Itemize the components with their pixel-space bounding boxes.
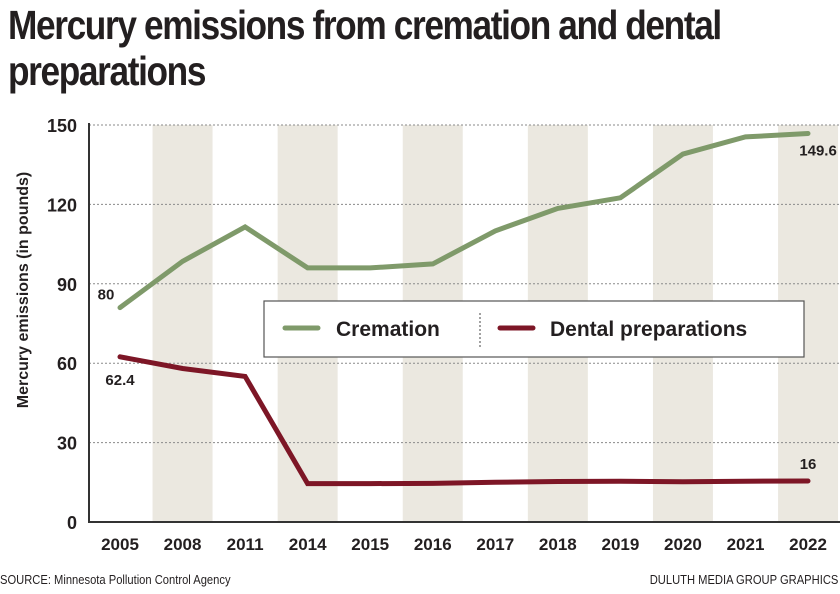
data-label: 149.6 (799, 142, 837, 159)
series-line-dental-preparations (117, 354, 811, 487)
legend-label-cremation: Cremation (336, 318, 440, 341)
data-label: 62.4 (105, 372, 135, 389)
legend-label-dental: Dental preparations (550, 318, 747, 341)
y-tick-label: 60 (57, 354, 77, 374)
x-tick-label: 2018 (539, 535, 577, 554)
credit-note: DULUTH MEDIA GROUP GRAPHICS (649, 572, 838, 587)
x-tick-label: 2015 (351, 535, 389, 554)
legend: Cremation Dental preparations (263, 300, 805, 358)
chart-title: Mercury emissions from cremation and den… (8, 2, 722, 94)
data-labels: 80 149.6 62.4 16 (98, 142, 837, 473)
chart-title-line-1: Mercury emissions from cremation and den… (8, 2, 722, 48)
y-tick-label: 30 (57, 434, 77, 454)
y-tick-labels: 0 30 60 90 120 150 (47, 116, 77, 533)
data-label: 80 (98, 287, 115, 304)
x-tick-label: 2014 (289, 535, 327, 554)
shaded-band-2008 (152, 125, 213, 522)
x-tick-label: 2017 (476, 535, 514, 554)
data-label: 16 (800, 456, 817, 473)
y-tick-label: 0 (67, 513, 77, 533)
y-tick-label: 150 (47, 116, 77, 136)
x-tick-label: 2016 (414, 535, 452, 554)
y-axis-label: Mercury emissions (in pounds) (15, 172, 32, 408)
axes (88, 123, 840, 523)
x-tick-label: 2011 (227, 535, 264, 554)
x-tick-label: 2005 (101, 535, 139, 554)
source-note: SOURCE: Minnesota Pollution Control Agen… (0, 572, 231, 587)
y-tick-label: 120 (47, 195, 77, 215)
x-tick-label: 2019 (601, 535, 639, 554)
chart-title-line-2: preparations (8, 48, 206, 94)
y-tick-label: 90 (57, 275, 77, 295)
gridlines (89, 124, 840, 444)
series-line-cremation (117, 131, 811, 311)
x-tick-label: 2021 (727, 535, 765, 554)
series-lines (117, 131, 811, 487)
x-tick-label: 2020 (664, 535, 702, 554)
x-tick-labels: 2005 2008 2011 2014 2015 2016 2017 2018 2019 2020… (101, 535, 827, 554)
x-tick-label: 2022 (789, 535, 827, 554)
x-tick-label: 2008 (164, 535, 202, 554)
